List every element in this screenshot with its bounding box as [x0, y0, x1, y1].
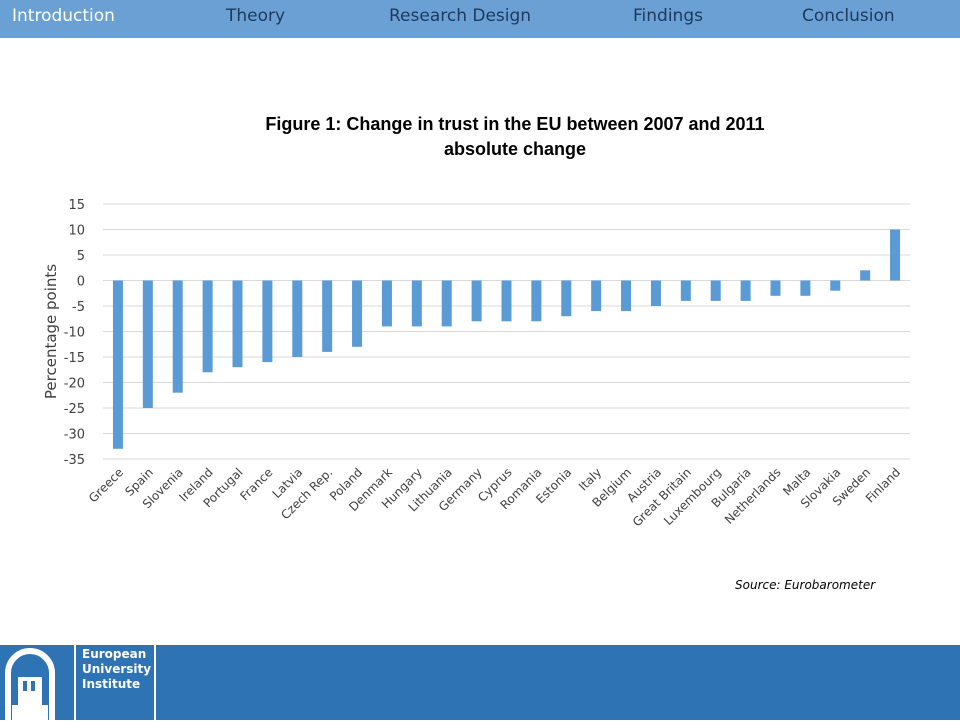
top-navigation-bar: Introduction Theory Research Design Find…	[0, 0, 960, 38]
bar-ireland	[202, 280, 213, 373]
x-tick-label: Greece	[86, 465, 126, 505]
bar-estonia	[561, 280, 572, 317]
y-tick-label: 5	[77, 249, 85, 264]
bar-cyprus	[501, 280, 512, 322]
source-note: Source: Eurobarometer	[735, 578, 876, 592]
bar-malta	[800, 280, 811, 296]
bar-greece	[112, 280, 123, 449]
bar-denmark	[381, 280, 392, 327]
bar-poland	[352, 280, 363, 347]
bar-germany	[471, 280, 482, 322]
bar-finland	[890, 229, 901, 281]
y-tick-label: 15	[68, 198, 85, 213]
bar-latvia	[292, 280, 303, 357]
nav-item-findings[interactable]: Findings	[633, 6, 703, 26]
bar-romania	[531, 280, 542, 322]
chart-title-line-2: absolute change	[443, 139, 587, 159]
bar-spain	[142, 280, 153, 408]
chart-title-line-1: Figure 1: Change in trust in the EU betw…	[265, 114, 765, 134]
bar-sweden	[860, 270, 871, 281]
chart-title: Figure 1: Change in trust in the EU betw…	[160, 112, 870, 162]
y-tick-label: -5	[72, 300, 85, 315]
bar-italy	[591, 280, 602, 312]
y-tick-label: -10	[64, 326, 85, 341]
y-tick-label: -25	[64, 402, 85, 417]
nav-item-introduction[interactable]: Introduction	[12, 6, 115, 26]
bar-hungary	[411, 280, 422, 327]
x-tick-label: France	[237, 465, 275, 503]
y-tick-label: 10	[68, 224, 85, 239]
y-axis-title: Percentage points	[42, 264, 60, 399]
footer-bar: European University Institute	[0, 645, 960, 720]
bar-slovakia	[830, 280, 841, 291]
institute-emblem-icon	[5, 648, 55, 720]
y-tick-label: 0	[77, 275, 85, 290]
bar-austria	[650, 280, 661, 306]
bar-luxembourg	[710, 280, 721, 301]
bar-slovenia	[172, 280, 183, 393]
bar-czech-rep	[322, 280, 333, 352]
y-tick-label: -30	[64, 428, 85, 443]
y-tick-label: -15	[64, 351, 85, 366]
wordmark-line-3: Institute	[82, 677, 141, 691]
bar-lithuania	[441, 280, 452, 327]
nav-item-conclusion[interactable]: Conclusion	[802, 6, 895, 26]
bar-france	[262, 280, 273, 363]
wordmark-line-2: University	[82, 662, 152, 676]
nav-item-research-design[interactable]: Research Design	[389, 6, 532, 26]
bar-netherlands	[770, 280, 781, 296]
bar-belgium	[621, 280, 632, 312]
bar-chart: 15 10 5 0 -5 -10 -15 -20 -25 -30 -35 Percentage poi…	[42, 198, 910, 529]
institute-logo	[0, 645, 76, 720]
bar-bulgaria	[740, 280, 751, 301]
y-tick-label: -20	[64, 377, 85, 392]
institute-wordmark: European University Institute	[76, 645, 156, 720]
bar-great-britain	[680, 280, 691, 301]
bar-portugal	[232, 280, 243, 368]
wordmark-line-1: European	[82, 647, 147, 661]
nav-item-theory[interactable]: Theory	[226, 6, 286, 26]
y-tick-label: -35	[64, 453, 85, 468]
